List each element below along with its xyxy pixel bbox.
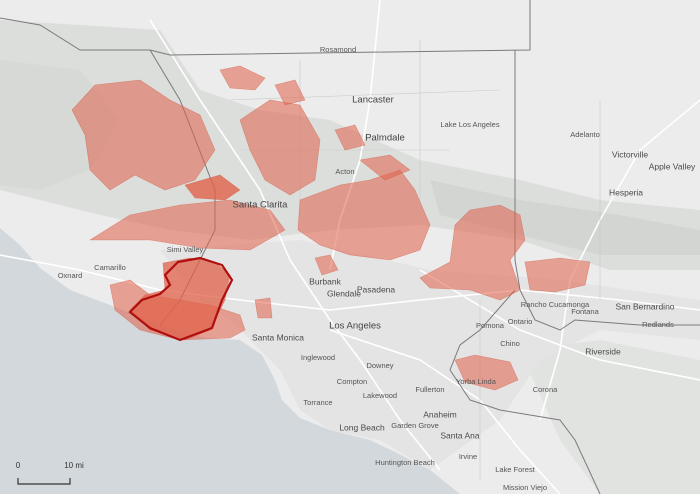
place-label: Downey [366, 361, 393, 370]
place-label: Anaheim [423, 409, 457, 419]
place-label: Oxnard [58, 271, 83, 280]
place-label: Riverside [585, 346, 621, 356]
place-label: Palmdale [365, 133, 405, 144]
place-label: Simi Valley [167, 245, 204, 254]
hills [520, 340, 700, 494]
place-label: Yorba Linda [456, 377, 497, 386]
place-label: Huntington Beach [375, 458, 435, 467]
place-label: San Bernardino [615, 301, 674, 311]
place-label: Torrance [303, 398, 332, 407]
place-label: Lakewood [363, 391, 397, 400]
place-label: Long Beach [339, 422, 385, 432]
urban [160, 240, 700, 470]
place-label: Fullerton [415, 385, 444, 394]
place-label: Lancaster [352, 95, 394, 106]
place-label: Pomona [476, 321, 505, 330]
scale-start: 0 [16, 461, 21, 470]
place-label: Los Angeles [329, 321, 381, 332]
place-label: Adelanto [570, 130, 600, 139]
place-label: Fontana [571, 307, 599, 316]
place-label: Pasadena [357, 284, 396, 294]
place-label: Santa Ana [440, 430, 480, 440]
place-label: Lake Los Angeles [440, 120, 499, 129]
place-label: Inglewood [301, 353, 335, 362]
place-label: Chino [500, 339, 520, 348]
place-label: Irvine [459, 452, 477, 461]
place-label: Hesperia [609, 187, 643, 197]
place-label: Victorville [612, 149, 648, 159]
highlighted-fire [128, 256, 234, 342]
scale-line [17, 478, 71, 485]
place-label: Ontario [508, 317, 533, 326]
place-label: Santa Clarita [233, 200, 289, 211]
place-label: Redlands [642, 320, 674, 329]
place-label: Santa Monica [252, 332, 304, 342]
scale-end: 10 mi [64, 461, 84, 470]
scale-bar: 0 10 mi [16, 461, 84, 485]
fire-perimeters [71, 65, 591, 391]
place-label: Glendale [327, 288, 361, 298]
place-label: Corona [533, 385, 558, 394]
place-label: Compton [337, 377, 367, 386]
ocean [0, 228, 460, 494]
place-label: Burbank [309, 276, 341, 286]
place-label: Rosamond [320, 45, 356, 54]
place-label: Mission Viejo [503, 483, 547, 492]
place-labels: Lancaster Palmdale Rosamond Lake Los Ang… [58, 45, 696, 492]
place-label: Lake Forest [495, 465, 536, 474]
mountains [430, 180, 700, 255]
place-label: Garden Grove [391, 421, 439, 430]
place-label: Camarillo [94, 263, 126, 272]
place-label: Rancho Cucamonga [521, 300, 590, 309]
place-label: Apple Valley [649, 161, 696, 171]
place-label: Acton [335, 167, 354, 176]
